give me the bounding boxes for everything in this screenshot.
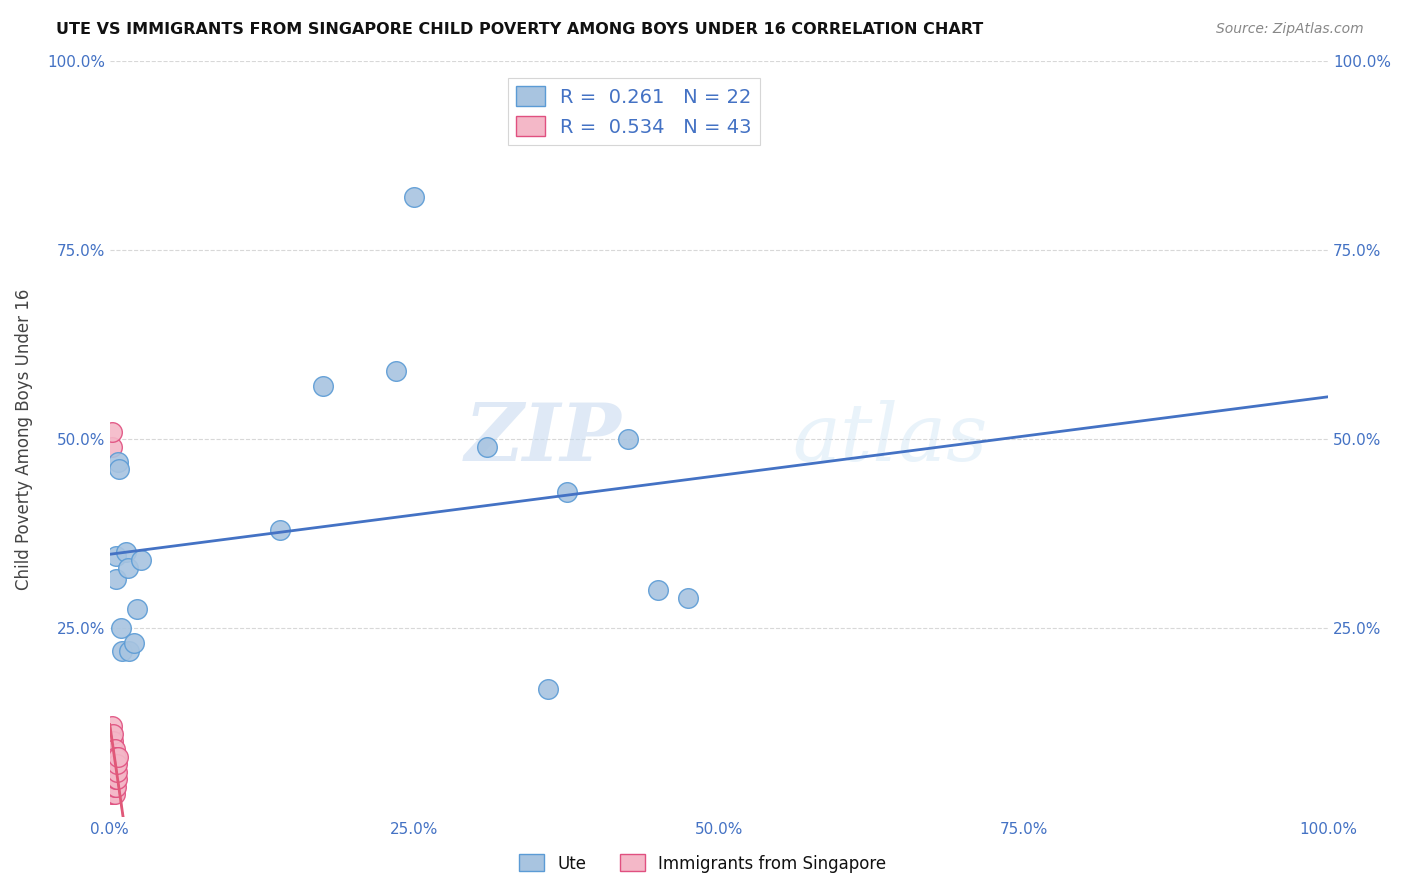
- Point: [101, 749, 124, 764]
- Point: [107, 749, 129, 764]
- Point: [103, 734, 125, 748]
- Point: [100, 742, 122, 756]
- Point: [103, 787, 125, 801]
- Point: [100, 772, 122, 787]
- Point: [131, 553, 153, 567]
- Point: [105, 772, 128, 787]
- Point: [477, 440, 499, 454]
- Point: [104, 772, 127, 787]
- Point: [101, 425, 124, 439]
- Point: [108, 462, 131, 476]
- Point: [103, 764, 125, 779]
- Point: [103, 749, 125, 764]
- Point: [100, 757, 122, 772]
- Point: [103, 772, 125, 787]
- Point: [104, 787, 127, 801]
- Point: [104, 764, 127, 779]
- Point: [107, 455, 129, 469]
- Point: [312, 379, 335, 393]
- Point: [104, 757, 127, 772]
- Point: [103, 727, 125, 741]
- Point: [678, 591, 700, 605]
- Point: [103, 742, 125, 756]
- Text: Source: ZipAtlas.com: Source: ZipAtlas.com: [1216, 22, 1364, 37]
- Point: [104, 742, 127, 756]
- Point: [105, 764, 128, 779]
- Point: [101, 440, 124, 454]
- Point: [101, 757, 124, 772]
- Text: UTE VS IMMIGRANTS FROM SINGAPORE CHILD POVERTY AMONG BOYS UNDER 16 CORRELATION C: UTE VS IMMIGRANTS FROM SINGAPORE CHILD P…: [56, 22, 983, 37]
- Point: [101, 727, 124, 741]
- Point: [100, 780, 122, 794]
- Point: [111, 643, 134, 657]
- Point: [101, 742, 124, 756]
- Point: [103, 780, 125, 794]
- Point: [100, 749, 122, 764]
- Point: [110, 621, 132, 635]
- Legend: Ute, Immigrants from Singapore: Ute, Immigrants from Singapore: [513, 847, 893, 880]
- Point: [103, 757, 125, 772]
- Point: [101, 772, 124, 787]
- Point: [100, 764, 122, 779]
- Point: [385, 364, 408, 378]
- Point: [104, 749, 127, 764]
- Point: [104, 749, 127, 764]
- Point: [269, 523, 291, 537]
- Point: [104, 780, 127, 794]
- Point: [101, 719, 124, 733]
- Point: [404, 190, 426, 204]
- Point: [114, 545, 136, 559]
- Point: [122, 636, 145, 650]
- Point: [101, 780, 124, 794]
- Point: [537, 681, 560, 696]
- Point: [104, 780, 127, 794]
- Point: [616, 432, 638, 446]
- Point: [118, 643, 141, 657]
- Legend: R =  0.261   N = 22, R =  0.534   N = 43: R = 0.261 N = 22, R = 0.534 N = 43: [508, 78, 759, 145]
- Point: [101, 787, 124, 801]
- Y-axis label: Child Poverty Among Boys Under 16: Child Poverty Among Boys Under 16: [15, 288, 32, 590]
- Text: ZIP: ZIP: [464, 401, 621, 478]
- Point: [647, 583, 669, 598]
- Point: [125, 602, 148, 616]
- Point: [104, 549, 127, 564]
- Point: [101, 764, 124, 779]
- Point: [101, 734, 124, 748]
- Point: [105, 757, 128, 772]
- Point: [104, 572, 127, 586]
- Point: [555, 485, 578, 500]
- Point: [104, 757, 127, 772]
- Point: [104, 764, 127, 779]
- Point: [117, 560, 139, 574]
- Text: atlas: atlas: [792, 401, 987, 478]
- Point: [104, 772, 127, 787]
